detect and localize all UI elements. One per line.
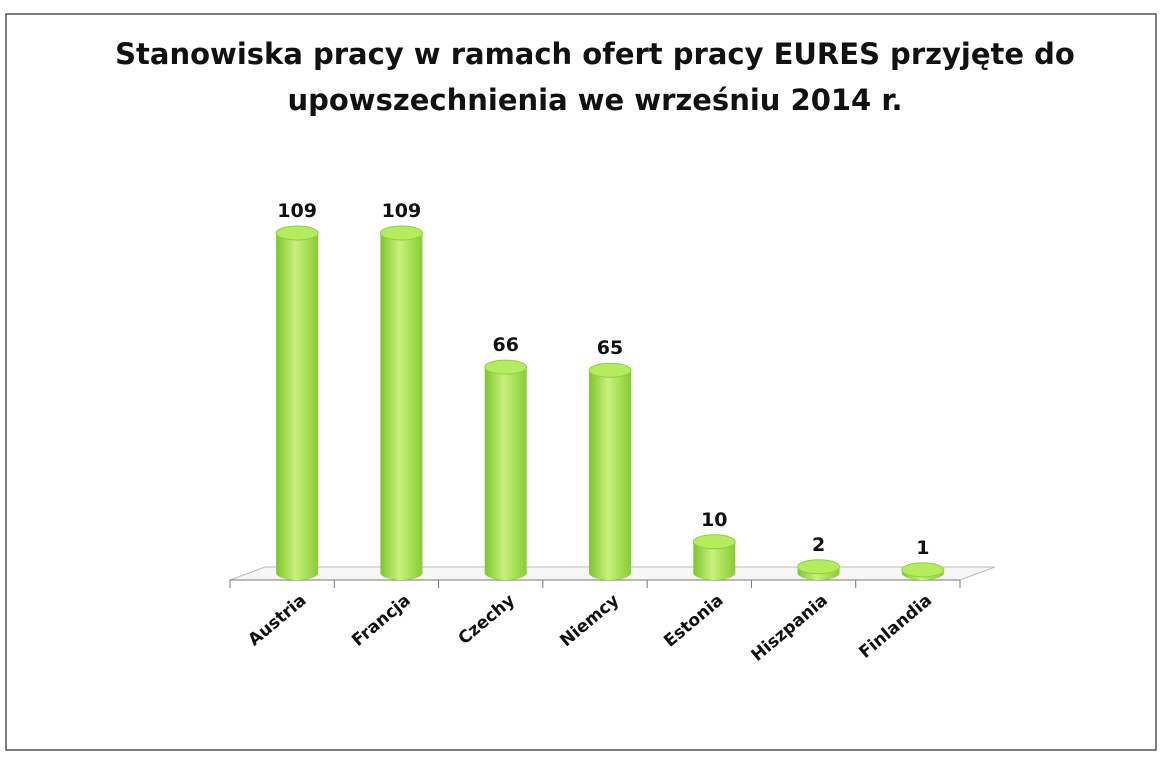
- bar-top: [379, 225, 423, 241]
- value-label: 2: [812, 534, 825, 556]
- value-label: 109: [382, 200, 422, 222]
- bar-top: [588, 362, 632, 378]
- bar-top: [484, 359, 528, 375]
- bar-top: [275, 225, 319, 241]
- x-tick-label: Estonia: [660, 591, 727, 652]
- value-label: 65: [597, 337, 623, 359]
- x-tick-label: Hiszpania: [748, 591, 832, 666]
- x-tick-label: Francja: [348, 591, 414, 651]
- chart-frame: [5, 13, 1157, 751]
- x-tick-label: Niemcy: [556, 591, 623, 652]
- value-label: 66: [492, 334, 518, 356]
- bar: [276, 233, 319, 580]
- chart-title: Stanowiska pracy w ramach ofert pracy EU…: [115, 37, 1075, 71]
- bar-top: [692, 534, 736, 550]
- x-tick-label: Austria: [245, 591, 311, 651]
- bar: [484, 367, 527, 580]
- bar-top: [901, 562, 945, 578]
- x-tick-label: Czechy: [455, 591, 519, 649]
- value-label: 109: [277, 200, 317, 222]
- bar: [693, 541, 736, 580]
- chart-title: upowszechnienia we wrześniu 2014 r.: [287, 83, 902, 117]
- value-label: 10: [701, 509, 727, 531]
- bar: [380, 233, 423, 580]
- bar: [589, 370, 631, 580]
- value-label: 1: [916, 537, 929, 559]
- x-tick-label: Finlandia: [855, 591, 936, 663]
- bar-top: [797, 559, 841, 575]
